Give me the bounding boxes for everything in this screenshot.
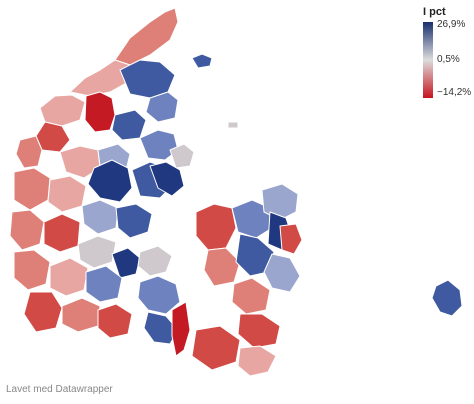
municipality-region[interactable] <box>61 297 101 333</box>
municipality-region[interactable] <box>114 7 179 66</box>
municipality-region[interactable] <box>137 245 173 277</box>
municipality-region[interactable] <box>431 279 463 317</box>
municipality-region[interactable] <box>237 313 281 349</box>
municipality-region[interactable] <box>149 161 185 197</box>
municipality-region[interactable] <box>77 235 117 269</box>
legend: I pct 26,9% 0,5% −14,2% <box>423 6 474 102</box>
municipality-region[interactable] <box>87 159 133 203</box>
municipality-region[interactable] <box>261 183 299 221</box>
municipality-region[interactable] <box>145 91 179 123</box>
municipality-region[interactable] <box>191 53 213 69</box>
municipality-region[interactable] <box>43 213 81 253</box>
municipality-region[interactable] <box>143 311 179 345</box>
municipality-region[interactable] <box>9 209 45 251</box>
municipality-region[interactable] <box>195 203 237 251</box>
municipality-region[interactable] <box>13 249 51 291</box>
municipality-region[interactable] <box>47 175 87 213</box>
municipality-region[interactable] <box>191 325 241 371</box>
municipality-region[interactable] <box>39 94 86 127</box>
municipality-region[interactable] <box>49 257 89 297</box>
municipality-region[interactable] <box>169 143 195 169</box>
legend-min-label: −14,2% <box>437 87 472 98</box>
municipality-region[interactable] <box>13 167 51 211</box>
municipality-region[interactable] <box>81 199 119 235</box>
municipality-region[interactable] <box>111 109 147 141</box>
municipality-region[interactable] <box>279 223 303 255</box>
municipality-region[interactable] <box>23 291 63 333</box>
legend-color-bar <box>423 22 433 98</box>
municipality-region[interactable] <box>203 247 241 287</box>
municipality-region[interactable] <box>231 277 271 315</box>
municipality-region[interactable] <box>84 91 116 133</box>
municipality-region[interactable] <box>227 121 239 129</box>
municipality-region[interactable] <box>85 265 123 303</box>
municipality-regions <box>9 7 463 377</box>
municipality-region[interactable] <box>263 253 301 293</box>
municipality-region[interactable] <box>237 345 277 377</box>
legend-mid-label: 0,5% <box>437 54 460 65</box>
municipality-region[interactable] <box>97 303 133 339</box>
municipality-region[interactable] <box>69 59 131 97</box>
municipality-region[interactable] <box>115 203 153 239</box>
legend-title: I pct <box>423 6 446 18</box>
municipality-region[interactable] <box>137 275 181 315</box>
municipality-region[interactable] <box>171 301 191 357</box>
municipality-region[interactable] <box>15 135 43 169</box>
datawrapper-credit[interactable]: Lavet med Datawrapper <box>6 384 113 395</box>
legend-max-label: 26,9% <box>437 19 466 30</box>
municipality-region[interactable] <box>119 59 176 99</box>
